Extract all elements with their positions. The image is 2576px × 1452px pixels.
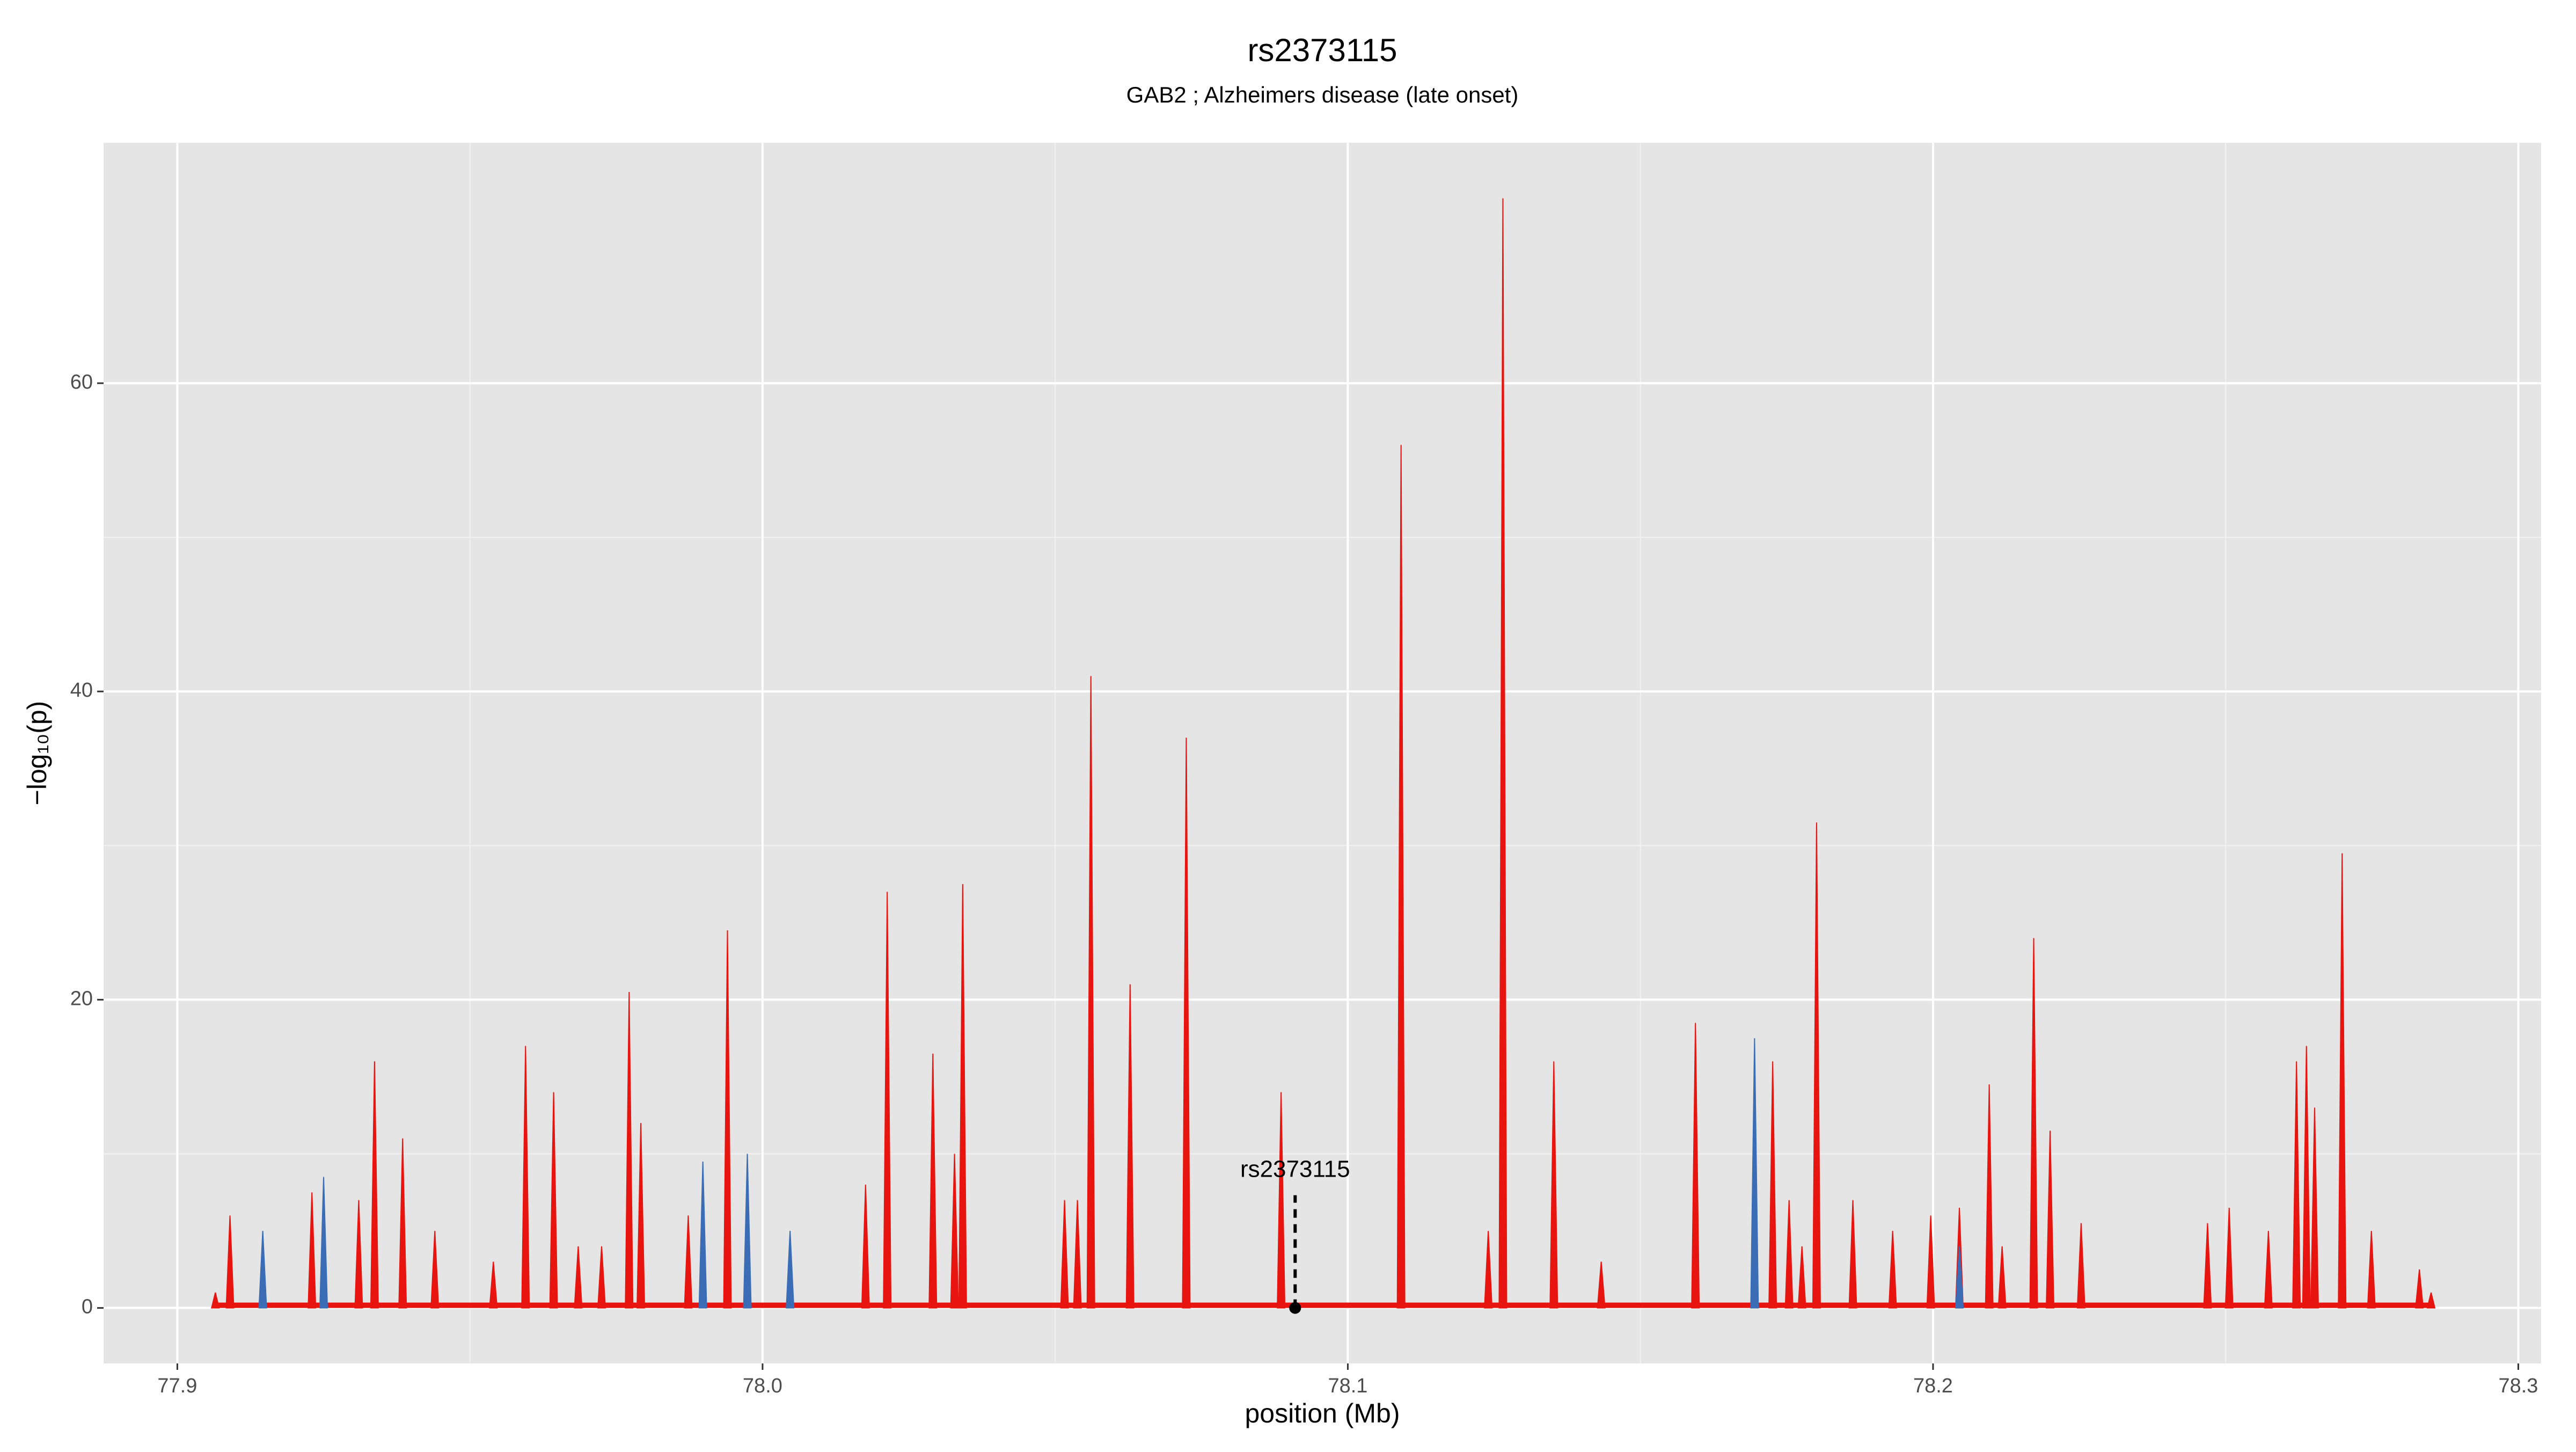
spike: [2310, 1107, 2319, 1309]
spike: [1125, 984, 1135, 1309]
spike: [2302, 1046, 2311, 1309]
spike: [574, 1246, 583, 1309]
spike: [597, 1246, 606, 1309]
spike: [2203, 1223, 2212, 1309]
spike: [1888, 1231, 1897, 1309]
spike: [723, 930, 732, 1309]
spike: [786, 1231, 795, 1309]
spike: [684, 1215, 693, 1309]
spike: [1396, 444, 1406, 1309]
spike: [861, 1184, 870, 1309]
y-tick-label: 20: [70, 987, 93, 1010]
spike: [211, 1292, 220, 1309]
spike: [2224, 1207, 2234, 1309]
spike: [489, 1261, 498, 1309]
spike: [636, 1123, 646, 1309]
plot-panel: [104, 143, 2541, 1363]
y-tick-label: 40: [70, 679, 93, 702]
chart-subtitle: GAB2 ; Alzheimers disease (late onset): [1126, 82, 1519, 107]
spike: [354, 1200, 363, 1309]
spike: [2076, 1223, 2085, 1309]
spike: [743, 1154, 752, 1309]
spike: [549, 1092, 558, 1309]
spike: [1182, 738, 1191, 1309]
x-axis-label: position (Mb): [1245, 1398, 1400, 1428]
spike: [258, 1231, 267, 1309]
spike: [1498, 198, 1507, 1309]
annotation-label: rs2373115: [1240, 1156, 1350, 1182]
spike: [1848, 1200, 1857, 1309]
spike: [950, 1154, 959, 1309]
spike: [319, 1177, 328, 1309]
spike: [2029, 938, 2038, 1309]
x-tick-label: 77.9: [157, 1375, 197, 1397]
chart-title: rs2373115: [1247, 32, 1397, 68]
x-tick-label: 78.1: [1328, 1375, 1367, 1397]
spike: [521, 1046, 530, 1309]
spike: [1926, 1215, 1935, 1309]
spike: [1997, 1246, 2007, 1309]
spike: [225, 1215, 235, 1309]
spike: [883, 892, 892, 1309]
baseline-band: [215, 1302, 2431, 1308]
x-tick-label: 78.2: [1913, 1375, 1953, 1397]
spike: [1750, 1038, 1759, 1309]
spike: [398, 1138, 407, 1309]
spike: [1691, 1023, 1700, 1309]
spike: [1277, 1092, 1286, 1309]
spike: [1985, 1084, 1994, 1309]
spike: [308, 1192, 317, 1309]
annotation-point: [1289, 1302, 1301, 1314]
y-tick-label: 60: [70, 371, 93, 393]
spike: [958, 884, 967, 1309]
spike: [2338, 853, 2347, 1309]
spike: [2046, 1130, 2055, 1309]
spike: [928, 1053, 938, 1309]
spike: [2367, 1231, 2376, 1309]
spike: [1484, 1231, 1493, 1309]
spike: [1086, 676, 1095, 1309]
spike: [1768, 1061, 1777, 1309]
y-tick-label: 0: [82, 1296, 93, 1318]
spike: [625, 992, 634, 1309]
spike: [2415, 1269, 2424, 1309]
spike: [1073, 1200, 1082, 1309]
spike: [1784, 1200, 1794, 1309]
x-tick-label: 78.3: [2498, 1375, 2538, 1397]
spike: [1060, 1200, 1069, 1309]
spike: [2264, 1231, 2273, 1309]
spike: [2426, 1292, 2436, 1309]
spike: [1955, 1246, 1964, 1309]
spike: [2292, 1061, 2301, 1309]
spike: [698, 1161, 707, 1309]
spike: [1549, 1061, 1558, 1309]
spike: [1797, 1246, 1806, 1309]
spike: [1597, 1261, 1606, 1309]
x-tick-label: 78.0: [743, 1375, 782, 1397]
y-axis-label: −log₁₀(p): [22, 701, 52, 806]
spike: [1812, 822, 1821, 1309]
spike: [370, 1061, 379, 1309]
spike: [430, 1231, 440, 1309]
